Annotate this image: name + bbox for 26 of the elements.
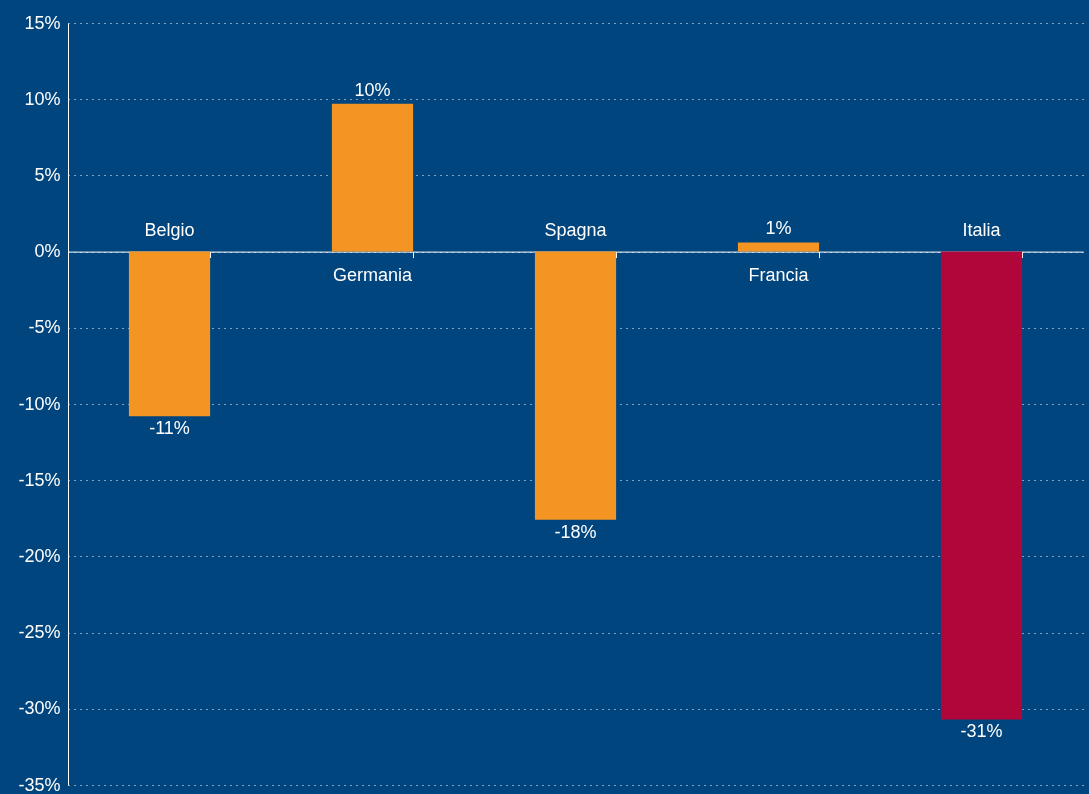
bar	[128, 251, 211, 417]
y-tick-label: 15%	[24, 12, 61, 33]
y-tick-label: -15%	[18, 469, 61, 490]
y-tick-label: 10%	[24, 88, 61, 109]
data-label: 1%	[765, 218, 792, 239]
y-tick-label: -30%	[18, 698, 61, 719]
y-tick-label: -20%	[18, 545, 61, 566]
y-tick-label: -35%	[18, 774, 61, 794]
x-tick-label: Francia	[748, 264, 810, 285]
bar	[737, 242, 820, 252]
y-tick-label: 0%	[34, 241, 61, 262]
y-tick-label: -25%	[18, 622, 61, 643]
bar	[331, 103, 414, 252]
data-label: -31%	[960, 721, 1003, 742]
y-tick-label: 5%	[34, 164, 61, 185]
x-tick-label: Spagna	[544, 219, 608, 240]
bar	[534, 251, 617, 520]
data-label: -11%	[149, 418, 190, 439]
x-tick-label: Belgio	[144, 219, 195, 240]
bar	[940, 251, 1023, 720]
x-tick-label: Italia	[962, 219, 1002, 240]
y-tick-label: -5%	[28, 317, 61, 338]
data-label: 10%	[354, 79, 391, 100]
data-label: -18%	[554, 521, 597, 542]
y-tick-label: -10%	[18, 393, 61, 414]
x-tick-label: Germania	[332, 264, 413, 285]
